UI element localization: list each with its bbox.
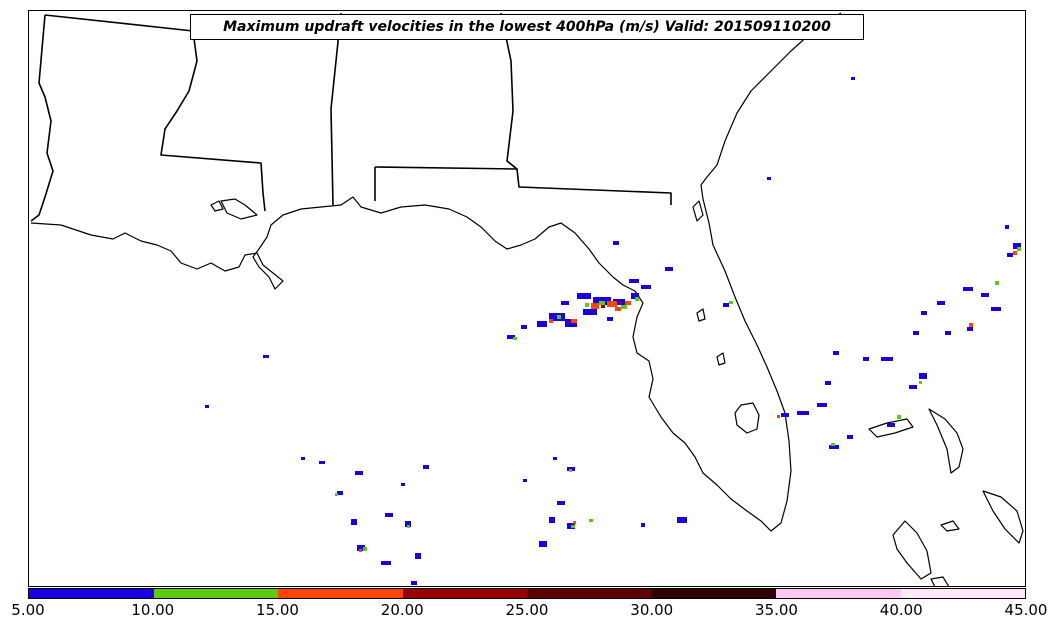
map-title: Maximum updraft velocities in the lowest… [190, 14, 864, 40]
colorbar-tick-label: 30.00 [630, 601, 674, 619]
colorbar [28, 588, 1026, 599]
colorbar-segment [651, 589, 776, 598]
map-area [28, 10, 1026, 587]
coastline [30, 12, 1024, 586]
state-borders [30, 12, 672, 222]
colorbar-segment [402, 589, 527, 598]
colorbar-tick-label: 15.00 [256, 601, 299, 619]
basemap [30, 12, 1024, 586]
colorbar-segment [153, 589, 278, 598]
colorbar-segment [29, 589, 154, 598]
colorbar-segment [278, 589, 403, 598]
colorbar-tick-labels: 5.00 10.00 15.00 20.00 25.00 30.00 35.00 40.00 4… [0, 601, 1060, 625]
updraft-field [205, 77, 1021, 585]
colorbar-tick-label: 40.00 [879, 601, 923, 619]
colorbar-tick-label: 35.00 [755, 601, 798, 619]
colorbar-segment [776, 589, 901, 598]
colorbar-segment [527, 589, 652, 598]
colorbar-segment [900, 589, 1025, 598]
colorbar-tick-label: 25.00 [505, 601, 549, 619]
colorbar-tick-label: 5.00 [11, 601, 45, 619]
colorbar-tick-label: 10.00 [131, 601, 175, 619]
colorbar-tick-label: 20.00 [380, 601, 424, 619]
colorbar-tick-label: 45.00 [1004, 601, 1048, 619]
